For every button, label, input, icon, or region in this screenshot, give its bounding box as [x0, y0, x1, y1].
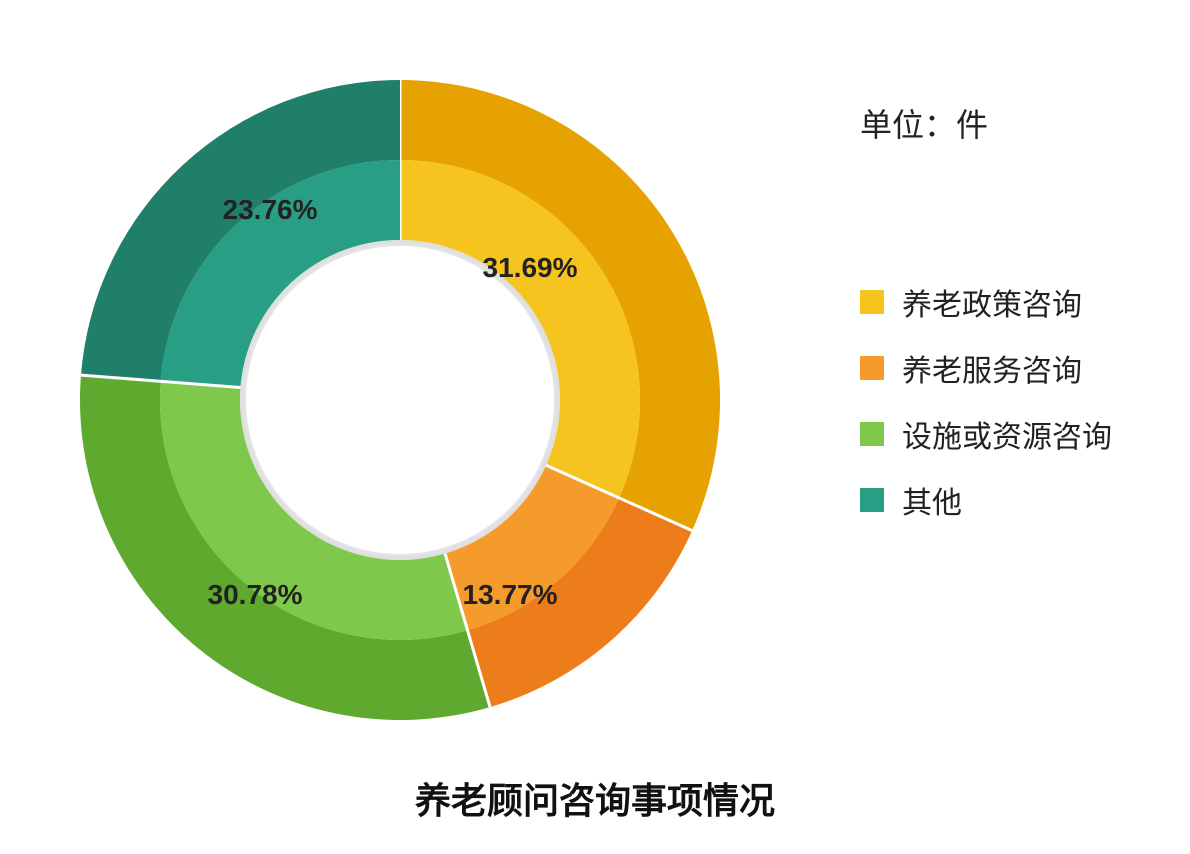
legend-item: 其他: [860, 478, 1112, 522]
legend-label: 设施或资源咨询: [902, 412, 1112, 456]
donut-svg: [40, 40, 760, 760]
legend-swatch: [860, 290, 884, 314]
legend: 养老政策咨询养老服务咨询设施或资源咨询其他: [860, 280, 1112, 544]
legend-item: 养老政策咨询: [860, 280, 1112, 324]
legend-swatch: [860, 356, 884, 380]
legend-swatch: [860, 422, 884, 446]
chart-title: 养老顾问咨询事项情况: [0, 772, 1190, 824]
pct-label: 23.76%: [223, 194, 318, 226]
legend-label: 其他: [902, 478, 962, 522]
pct-label: 31.69%: [483, 252, 578, 284]
legend-label: 养老政策咨询: [902, 280, 1082, 324]
donut-chart: 31.69% 13.77% 30.78% 23.76%: [40, 40, 760, 760]
pct-label: 30.78%: [208, 579, 303, 611]
legend-swatch: [860, 488, 884, 512]
legend-item: 设施或资源咨询: [860, 412, 1112, 456]
pct-label: 13.77%: [463, 579, 558, 611]
legend-label: 养老服务咨询: [902, 346, 1082, 390]
unit-label: 单位：件: [860, 100, 988, 146]
legend-item: 养老服务咨询: [860, 346, 1112, 390]
